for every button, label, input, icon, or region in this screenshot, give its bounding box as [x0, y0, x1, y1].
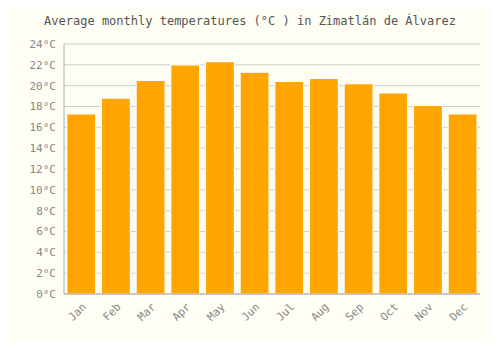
svg-text:Oct: Oct: [378, 300, 401, 323]
svg-text:Sep: Sep: [343, 300, 366, 323]
svg-text:Aug: Aug: [308, 300, 331, 323]
svg-text:Dec: Dec: [447, 300, 470, 323]
svg-text:May: May: [204, 300, 228, 324]
svg-text:2°C: 2°C: [36, 267, 56, 280]
svg-text:20°C: 20°C: [30, 80, 57, 93]
svg-text:4°C: 4°C: [36, 246, 56, 259]
svg-text:0°C: 0°C: [36, 288, 56, 301]
svg-text:24°C: 24°C: [30, 38, 57, 51]
svg-text:Mar: Mar: [135, 300, 159, 324]
html-text:Average monthly temperatures (: Average monthly temperatures (°C ) in Zi…: [44, 14, 456, 28]
svg-text:Apr: Apr: [170, 300, 194, 324]
svg-text:Nov: Nov: [412, 300, 436, 324]
svg-text:8°C: 8°C: [36, 205, 56, 218]
svg-text:Jul: Jul: [274, 300, 297, 323]
svg-text:18°C: 18°C: [30, 100, 57, 113]
svg-text:16°C: 16°C: [30, 121, 57, 134]
svg-text:22°C: 22°C: [30, 59, 57, 72]
svg-text:Jan: Jan: [66, 300, 89, 323]
svg-text:Jun: Jun: [239, 300, 262, 323]
svg-text:12°C: 12°C: [30, 163, 57, 176]
svg-text:Feb: Feb: [100, 300, 123, 323]
svg-text:14°C: 14°C: [30, 142, 57, 155]
svg-text:10°C: 10°C: [30, 184, 57, 197]
svg-text:6°C: 6°C: [36, 225, 56, 238]
